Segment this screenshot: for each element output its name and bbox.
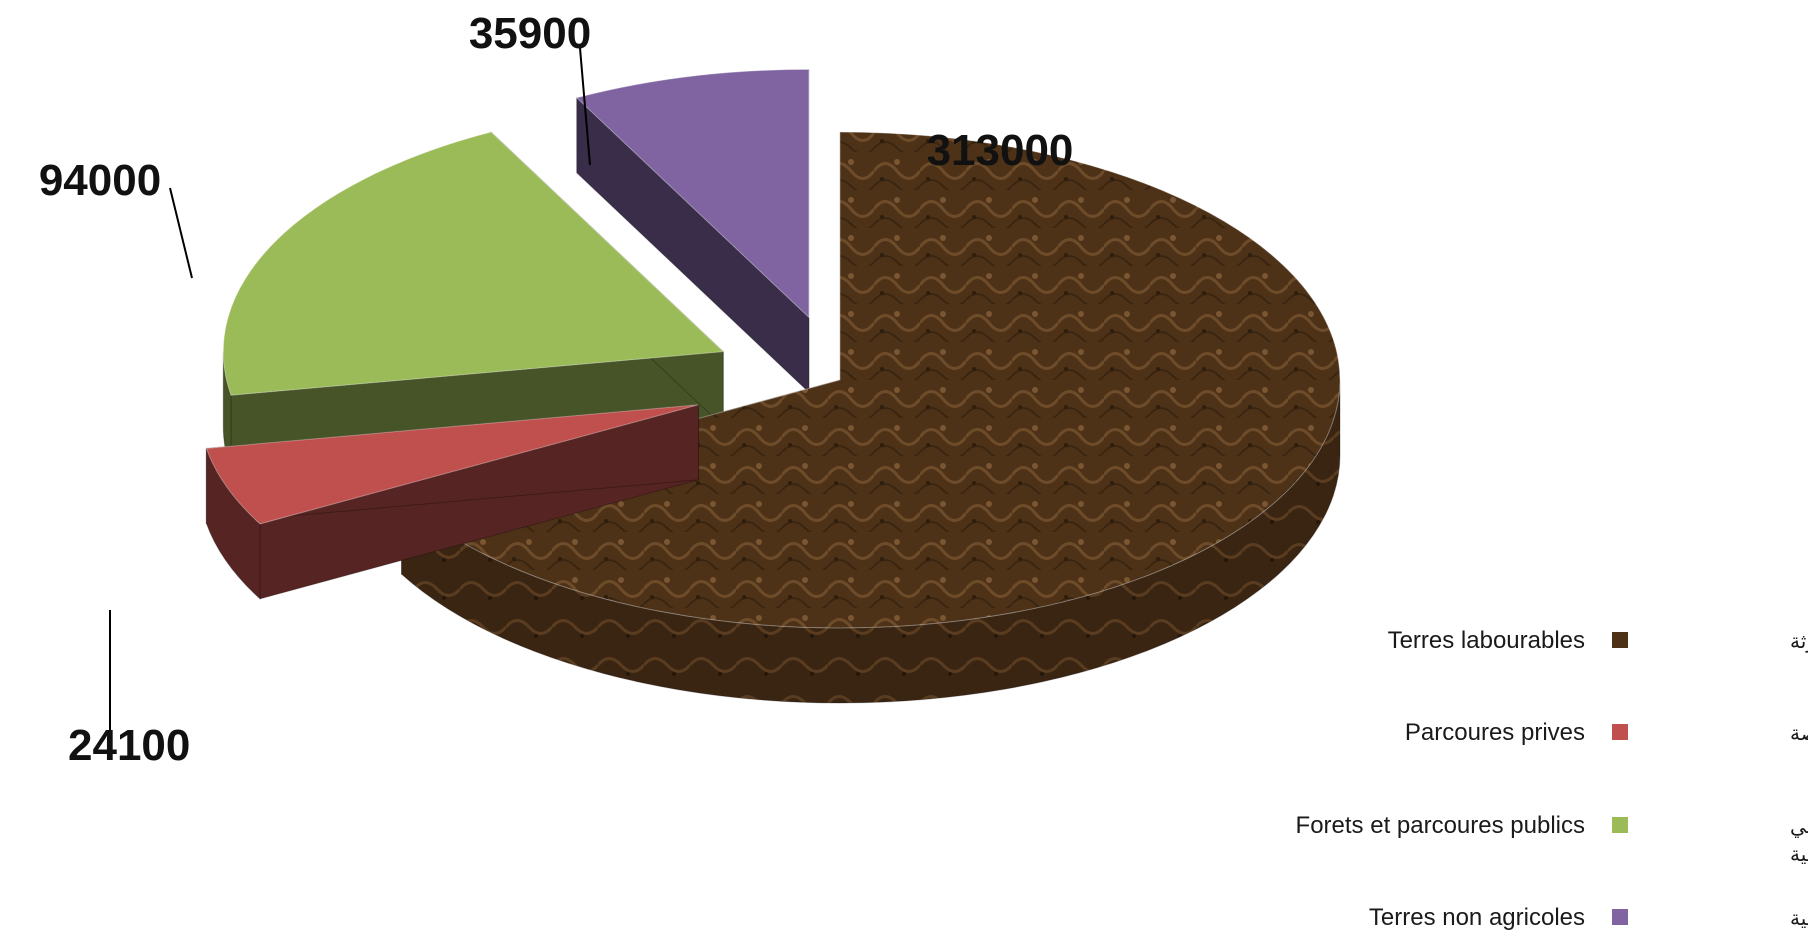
pie-slice-wall-terres-non-agricoles-0 bbox=[576, 96, 810, 394]
legend-label-fr-parcoures-prives: Parcoures prives bbox=[1405, 719, 1585, 746]
pie-slice-top-parcoures-prives bbox=[205, 404, 699, 525]
data-label-parcoures-prives: 24100 bbox=[68, 721, 190, 770]
legend-label-fr-terres-labourables: Terres labourables bbox=[1388, 627, 1585, 654]
legend-label-ar-terres-non-agricoles: ارضي غير فلاحية bbox=[1790, 906, 1808, 931]
legend-label-fr-terres-non-agricoles: Terres non agricoles bbox=[1369, 904, 1585, 931]
pie-slice-terres-non-agricoles bbox=[575, 68, 810, 394]
legend-swatch-terres-labourables bbox=[1612, 632, 1628, 648]
legend-swatch-forets-parcoures-publics bbox=[1612, 817, 1628, 833]
leader-line-terres-non-agricoles bbox=[579, 47, 591, 166]
legend-item-terres-labourables: Terres labourables المحترثة bbox=[1388, 627, 1808, 654]
data-label-terres-labourables: 313000 bbox=[927, 126, 1074, 175]
legend-item-parcoures-prives: Parcoures prives المراعي الخاصة bbox=[1405, 719, 1808, 746]
leader-line-forets-parcoures-publics bbox=[169, 187, 193, 279]
pie-slice-top-forets-parcoures-publics bbox=[222, 131, 725, 396]
legend-label-ar-forets-parcoures-publics: الغابات والمراعي bbox=[1790, 814, 1808, 839]
legend-item-terres-non-agricoles: Terres non agricoles ارضي غير فلاحية bbox=[1369, 904, 1808, 931]
legend-label-ar-terres-labourables: المحترثة bbox=[1790, 629, 1808, 653]
legend-label-ar-parcoures-prives: المراعي الخاصة bbox=[1790, 721, 1808, 746]
legend-swatch-terres-non-agricoles bbox=[1612, 909, 1628, 925]
data-label-forets-parcoures-publics: 94000 bbox=[39, 156, 161, 205]
legend-label-ar-forets-parcoures-publics-line2: العمومية bbox=[1790, 842, 1808, 866]
legend-label-fr-forets-parcoures-publics: Forets et parcoures publics bbox=[1296, 812, 1585, 839]
pie-slice-top-terres-labourables bbox=[400, 131, 1341, 629]
pie-slice-top-terres-non-agricoles bbox=[575, 68, 810, 319]
legend-swatch-parcoures-prives bbox=[1612, 724, 1628, 740]
pie-slice-parcoures-prives bbox=[205, 404, 700, 601]
legend-item-forets-parcoures-publics: Forets et parcoures publics الغابات والمر… bbox=[1296, 812, 1808, 866]
data-label-terres-non-agricoles: 35900 bbox=[469, 9, 591, 58]
